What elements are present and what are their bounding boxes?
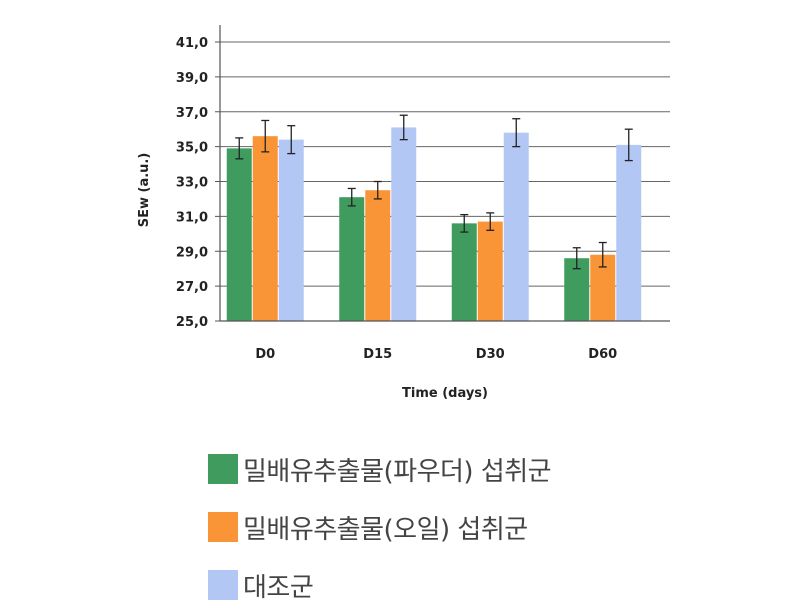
y-tick-label: 29,0 [176,245,208,260]
legend-swatch-control [208,570,238,600]
y-axis-label: SEw (a.u.) [137,153,152,228]
x-axis-label: Time (days) [402,386,488,401]
y-tick-labels: 25,0 27,0 29,0 31,0 33,0 35,0 37,0 39,0 41,0 [176,36,208,330]
legend-label-powder: 밀배유추출물(파우더) 섭취군 [243,456,552,487]
bar [391,127,417,321]
legend-swatch-oil [208,512,238,542]
x-tick-labels: D0 D15 D30 D60 [255,347,617,362]
bar [451,223,477,321]
x-tick-label: D30 [476,347,505,362]
bar [278,139,304,321]
bar [339,197,365,321]
legend-label-oil: 밀배유추출물(오일) 섭취군 [243,514,528,545]
bar [226,148,252,321]
y-tick-label: 35,0 [176,141,208,156]
chart-svg: 25,027,029,031,033,035,037,039,041,0 D0 D… [137,25,670,401]
bar [477,221,503,321]
legend-swatch-powder [208,454,238,484]
bar [365,190,391,321]
bar [616,144,642,321]
bars [226,114,642,321]
x-tick-label: D15 [363,347,392,362]
legend-item-control: 대조군 [208,556,551,614]
x-tick-label: D0 [255,347,275,362]
bar [503,132,529,321]
y-tick-label: 33,0 [176,176,208,191]
bar [252,136,278,321]
legend-item-powder: 밀배유추출물(파우더) 섭취군 [208,440,552,498]
y-tick-label: 31,0 [176,210,208,225]
y-tick-label: 25,0 [176,315,208,330]
y-tick-label: 27,0 [176,280,208,295]
legend-label-control: 대조군 [243,572,314,603]
y-tick-label: 37,0 [176,106,208,121]
legend-item-oil: 밀배유추출물(오일) 섭취군 [208,498,551,556]
x-tick-label: D60 [588,347,617,362]
legend: 밀배유추출물(파우더) 섭취군 밀배유추출물(오일) 섭취군 대조군 [208,440,552,614]
y-tick-label: 39,0 [176,71,208,86]
y-tick-label: 41,0 [176,36,208,51]
